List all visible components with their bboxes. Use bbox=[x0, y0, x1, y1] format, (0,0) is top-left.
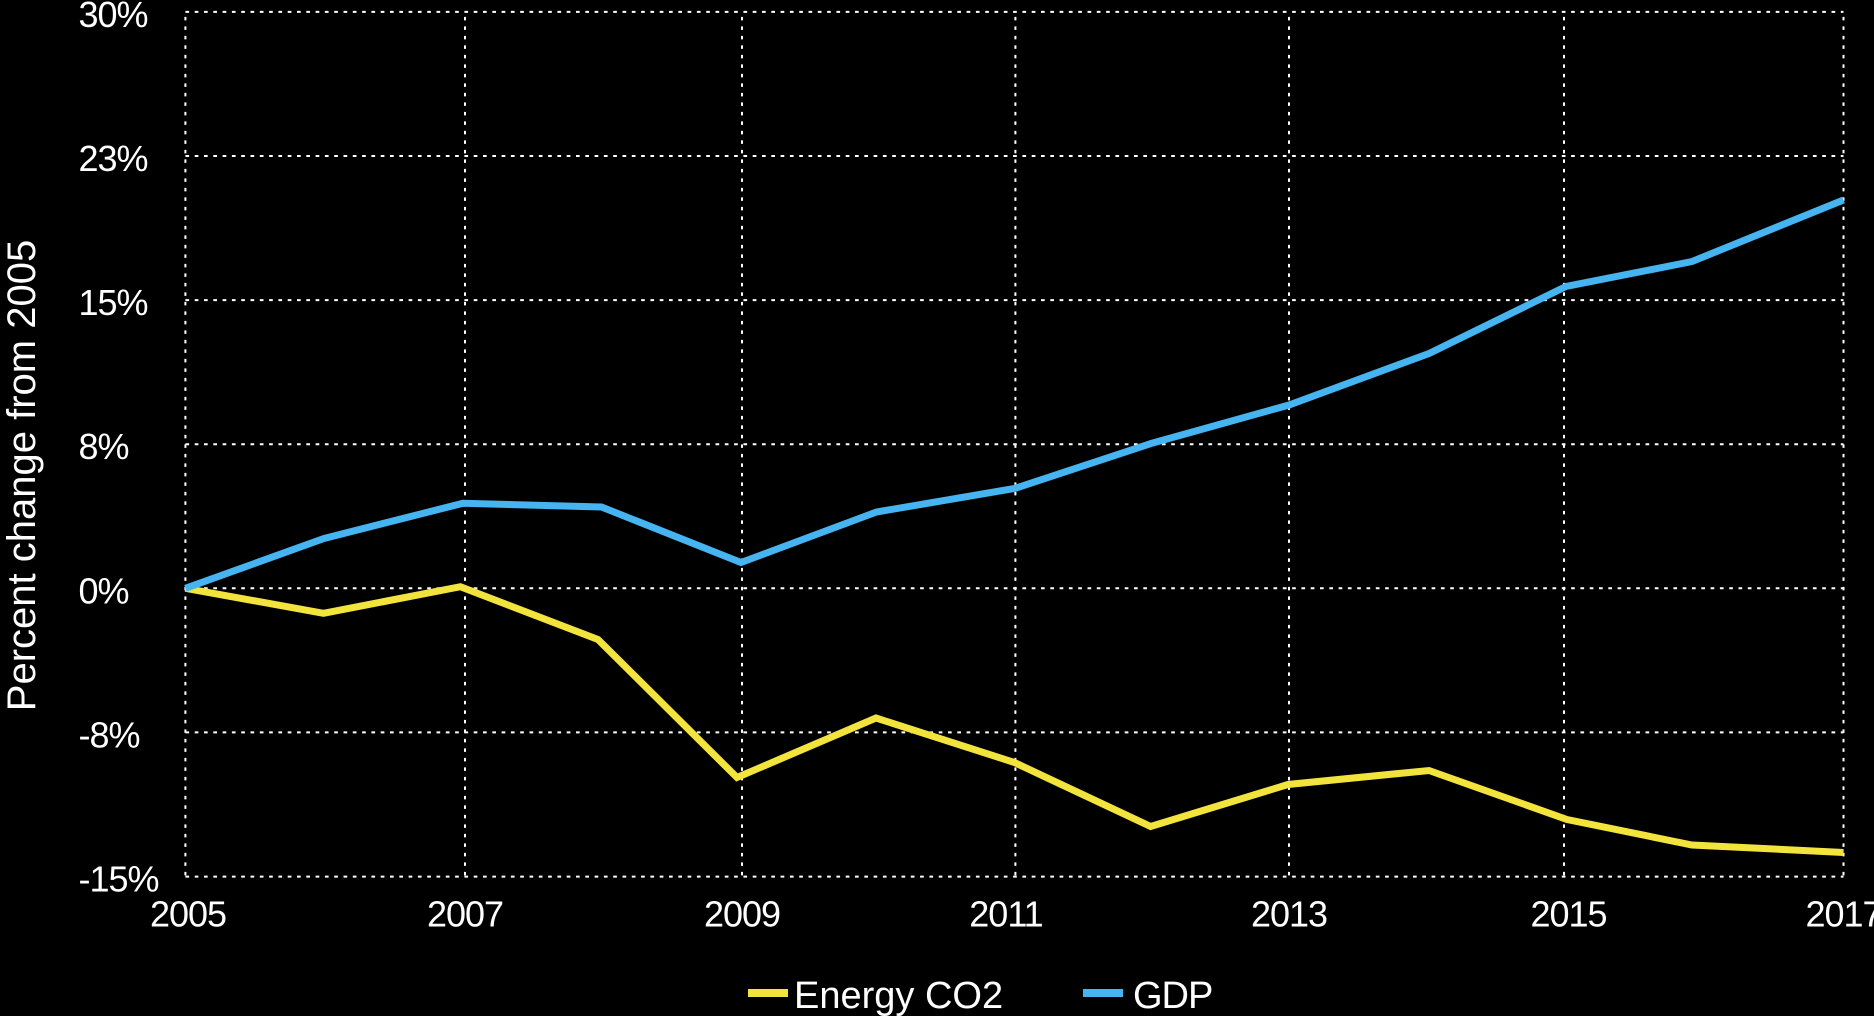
svg-text:2015: 2015 bbox=[1530, 894, 1606, 935]
svg-text:8%: 8% bbox=[79, 426, 129, 467]
svg-text:0%: 0% bbox=[79, 570, 129, 611]
svg-text:-15%: -15% bbox=[79, 859, 159, 900]
svg-text:2005: 2005 bbox=[150, 894, 226, 935]
svg-text:2011: 2011 bbox=[969, 894, 1042, 935]
svg-text:2013: 2013 bbox=[1251, 894, 1327, 935]
svg-text:Percent change from 2005: Percent change from 2005 bbox=[0, 240, 44, 711]
svg-text:-8%: -8% bbox=[79, 714, 140, 755]
svg-text:GDP: GDP bbox=[1133, 975, 1212, 1016]
svg-text:30%: 30% bbox=[79, 0, 148, 35]
svg-text:2009: 2009 bbox=[704, 894, 780, 935]
svg-text:15%: 15% bbox=[79, 282, 148, 323]
svg-text:23%: 23% bbox=[79, 138, 148, 179]
svg-text:2007: 2007 bbox=[427, 894, 503, 935]
svg-text:Energy CO2: Energy CO2 bbox=[794, 975, 1003, 1016]
svg-text:2017: 2017 bbox=[1805, 894, 1874, 935]
